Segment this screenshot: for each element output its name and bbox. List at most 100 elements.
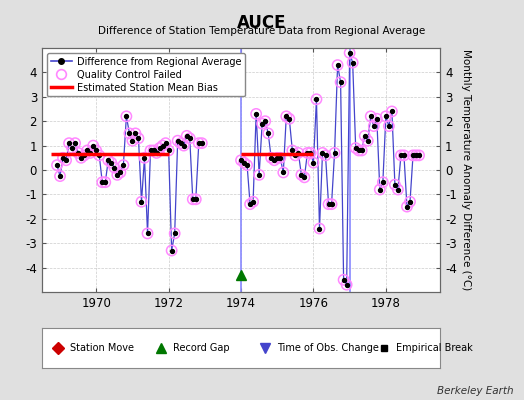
Point	[156, 145, 164, 151]
Point	[270, 157, 278, 164]
Point	[95, 152, 103, 158]
Point	[294, 150, 302, 156]
Point	[122, 113, 130, 120]
Point	[185, 135, 194, 142]
Point	[318, 150, 326, 156]
Legend: Difference from Regional Average, Quality Control Failed, Estimated Station Mean: Difference from Regional Average, Qualit…	[47, 53, 245, 96]
Point	[352, 145, 360, 151]
Point	[333, 62, 342, 68]
Point	[95, 152, 103, 158]
Point	[173, 138, 182, 144]
Point	[300, 174, 309, 180]
Point	[161, 140, 170, 146]
Point	[261, 118, 269, 124]
Point	[180, 142, 188, 149]
Point	[297, 172, 305, 178]
Point	[180, 142, 188, 149]
Point	[237, 157, 245, 164]
Point	[403, 203, 411, 210]
Text: Time of Obs. Change: Time of Obs. Change	[277, 343, 379, 353]
Point	[98, 179, 106, 185]
Point	[74, 150, 82, 156]
Point	[279, 169, 288, 176]
Point	[330, 150, 339, 156]
Point	[364, 138, 372, 144]
Point	[170, 230, 179, 237]
Point	[312, 96, 321, 102]
Point	[110, 164, 118, 171]
Point	[343, 282, 351, 288]
Point	[122, 113, 130, 120]
Point	[306, 150, 314, 156]
Point	[406, 198, 414, 205]
Point	[249, 198, 257, 205]
Point	[140, 154, 149, 161]
Point	[357, 147, 366, 154]
Point	[152, 150, 161, 156]
Text: AUCE: AUCE	[237, 14, 287, 32]
Text: Empirical Break: Empirical Break	[396, 343, 473, 353]
Point	[53, 162, 61, 168]
Point	[303, 150, 312, 156]
Point	[361, 133, 369, 139]
Point	[369, 123, 378, 129]
Point	[177, 140, 185, 146]
Point	[182, 133, 191, 139]
Point	[252, 111, 260, 117]
Point	[113, 172, 122, 178]
Point	[107, 160, 115, 166]
Point	[104, 157, 113, 164]
Point	[68, 145, 77, 151]
Point	[62, 157, 70, 164]
Point	[264, 130, 272, 136]
Point	[198, 140, 206, 146]
Point	[400, 152, 408, 158]
Point	[381, 113, 390, 120]
Point	[240, 160, 248, 166]
Point	[240, 160, 248, 166]
Point	[415, 152, 423, 158]
Point	[249, 198, 257, 205]
Point	[282, 113, 290, 120]
Point	[77, 154, 85, 161]
Point	[300, 174, 309, 180]
Point	[170, 230, 179, 237]
Point	[324, 201, 333, 207]
Point	[276, 154, 285, 161]
Point	[261, 118, 269, 124]
Point	[285, 116, 293, 122]
Point	[324, 201, 333, 207]
Point	[119, 162, 127, 168]
Point	[409, 152, 417, 158]
Point	[385, 123, 393, 129]
Point	[116, 169, 125, 176]
Point	[348, 60, 357, 66]
Point	[297, 172, 305, 178]
Point	[367, 113, 375, 120]
Point	[330, 150, 339, 156]
Point	[336, 79, 345, 85]
Point	[194, 140, 203, 146]
Point	[388, 108, 396, 115]
Point	[98, 179, 106, 185]
Point	[125, 130, 134, 136]
Point	[394, 186, 402, 193]
Point	[309, 160, 318, 166]
Point	[146, 147, 155, 154]
Point	[149, 147, 158, 154]
Point	[198, 140, 206, 146]
Point	[252, 111, 260, 117]
Point	[348, 60, 357, 66]
Point	[128, 138, 137, 144]
Point	[152, 150, 161, 156]
Point	[276, 154, 285, 161]
Point	[373, 116, 381, 122]
Point	[74, 150, 82, 156]
Point	[412, 152, 420, 158]
Point	[140, 154, 149, 161]
Point	[101, 179, 110, 185]
Y-axis label: Monthly Temperature Anomaly Difference (°C): Monthly Temperature Anomaly Difference (…	[461, 49, 471, 291]
Point	[83, 147, 91, 154]
Point	[397, 152, 405, 158]
Point	[56, 173, 64, 179]
